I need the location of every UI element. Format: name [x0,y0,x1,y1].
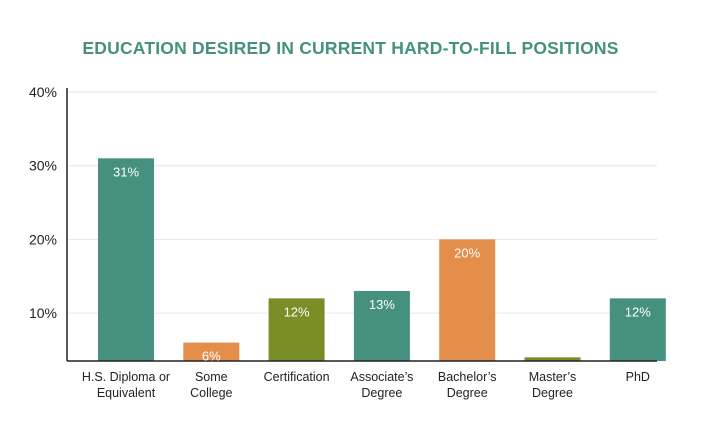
category-label: H.S. Diploma or [82,370,170,384]
bar-value-label: 13% [369,297,395,312]
y-tick-label: 20% [29,231,57,247]
bar-value-label: 20% [454,245,480,260]
axes [66,88,657,362]
bar [439,239,496,361]
category-label: Equivalent [97,386,156,400]
category-label: Certification [264,370,330,384]
labels: 10% 20% 30% 40% 31% H.S. Diploma or Equivalent… [29,84,651,400]
gridlines [67,91,657,314]
bar [268,298,325,361]
y-tick-label: 30% [29,158,57,174]
bar [524,357,581,361]
bar [609,298,666,361]
chart-title: EDUCATION DESIRED IN CURRENT HARD-TO-FIL… [82,38,619,58]
category-label: PhD [626,370,650,384]
bar [98,158,154,361]
bars [98,158,666,361]
y-tick-label: 40% [29,84,57,100]
y-tick-label: 10% [29,305,57,321]
category-label: Some [195,370,228,384]
category-label: Bachelor’s [438,370,497,384]
bar [353,290,410,361]
category-label: Degree [361,386,402,400]
category-label: Degree [532,386,573,400]
category-label: Associate’s [350,370,413,384]
category-label: College [190,386,232,400]
bar [183,342,240,361]
bar-value-label: 31% [113,164,139,179]
bar-value-label: 12% [625,304,651,319]
bar-value-label: 12% [284,304,310,319]
bar-value-label: 4% [543,363,562,378]
category-label: Degree [447,386,488,400]
category-label: Master’s [529,370,576,384]
bar-value-label: 6% [202,349,221,364]
